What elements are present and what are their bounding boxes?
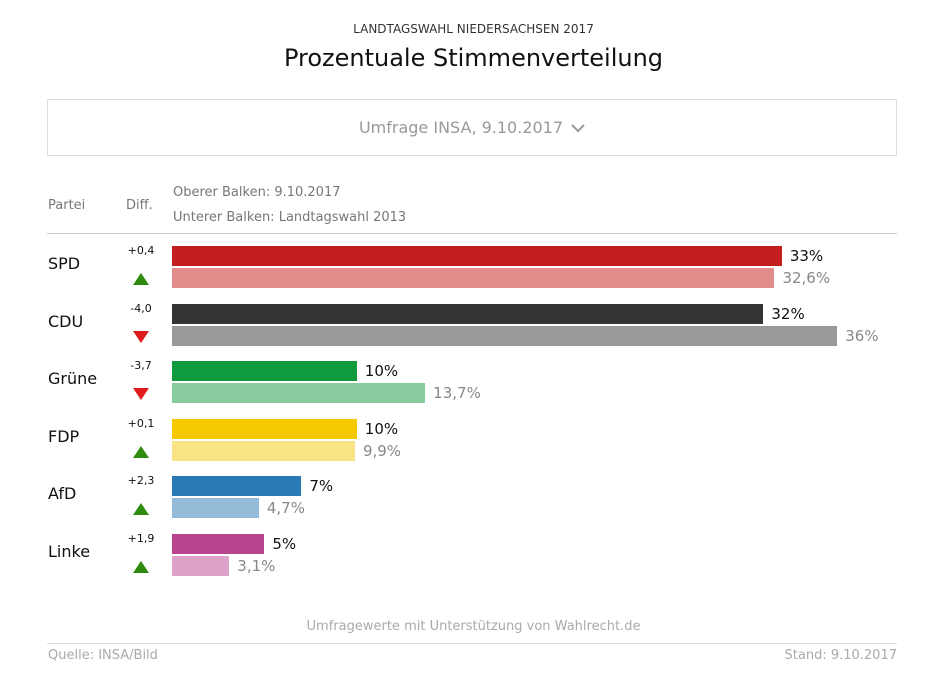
legend-bottom: Unterer Balken: Landtagswahl 2013 <box>173 210 407 225</box>
diff-value: +1,9 <box>127 532 155 545</box>
value-label-2013: 9,9% <box>362 441 402 460</box>
diff-value: +0,1 <box>127 416 155 430</box>
kicker: LANDTAGSWAHL NIEDERSACHSEN 2017 <box>353 22 594 36</box>
legend-top: Oberer Balken: 9.10.2017 <box>173 185 341 200</box>
diff-value: -4,0 <box>130 301 152 315</box>
header-divider <box>47 233 897 234</box>
bar-poll <box>172 476 302 497</box>
value-label-poll: 32% <box>771 304 805 323</box>
value-label-2013: 13,7% <box>433 384 481 403</box>
party-label: Grüne <box>48 369 98 389</box>
stand: Stand: 9.10.2017 <box>784 648 897 663</box>
footer-divider <box>47 643 897 644</box>
poll-selector[interactable]: Umfrage INSA, 9.10.2017 <box>47 99 897 156</box>
value-label-poll: 7% <box>309 477 334 496</box>
bar-poll <box>172 534 265 554</box>
column-header-party: Partei <box>48 198 86 213</box>
diff-value: +2,3 <box>127 474 155 488</box>
value-label-poll: 33% <box>789 247 824 265</box>
value-label-2013: 32,6% <box>782 269 831 287</box>
triangle-down-icon <box>133 385 149 404</box>
triangle-up-icon <box>133 500 149 519</box>
party-label: AfD <box>48 484 77 504</box>
page-title: Prozentuale Stimmenverteilung <box>283 44 664 72</box>
party-label: SPD <box>48 254 81 273</box>
credit: Umfragewerte mit Unterstützung von Wahlr… <box>306 619 641 634</box>
bar-poll <box>172 246 782 266</box>
triangle-down-icon <box>133 328 149 347</box>
bar-2013 <box>172 383 426 404</box>
party-label: FDP <box>48 426 80 446</box>
value-label-poll: 10% <box>364 419 399 438</box>
bar-2013 <box>172 440 355 461</box>
diff-value: +0,4 <box>127 244 155 257</box>
value-label-2013: 3,1% <box>237 557 276 575</box>
bar-poll <box>172 418 357 439</box>
bar-2013 <box>172 325 838 346</box>
bar-2013 <box>172 556 230 576</box>
triangle-up-icon <box>133 443 149 462</box>
bar-poll <box>172 303 764 324</box>
diff-value: -3,7 <box>130 359 152 373</box>
value-label-poll: 10% <box>364 362 399 381</box>
triangle-up-icon <box>133 270 149 289</box>
column-header-diff: Diff. <box>126 198 153 213</box>
value-label-2013: 36% <box>845 326 879 345</box>
bar-2013 <box>172 268 775 288</box>
source: Quelle: INSA/Bild <box>48 648 158 663</box>
party-label: CDU <box>48 311 84 331</box>
value-label-poll: 5% <box>272 535 297 553</box>
party-label: Linke <box>48 542 91 561</box>
bar-poll <box>172 361 357 382</box>
poll-selector-value: Umfrage INSA, 9.10.2017 <box>358 118 564 137</box>
bar-2013 <box>172 498 259 519</box>
chevron-down-icon <box>571 123 585 132</box>
triangle-up-icon <box>133 558 149 577</box>
value-label-2013: 4,7% <box>266 499 305 518</box>
